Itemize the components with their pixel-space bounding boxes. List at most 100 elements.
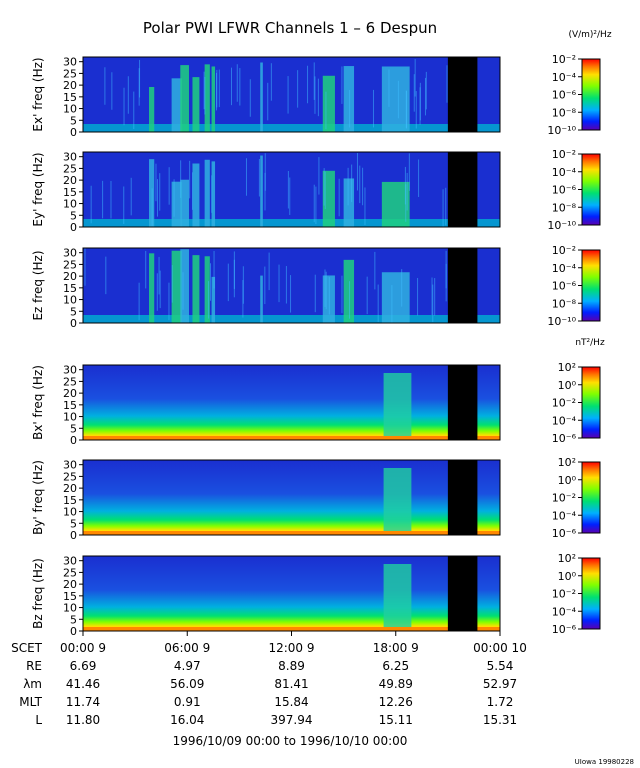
spike [338, 178, 340, 217]
colorbar [581, 58, 601, 131]
emission-burst [343, 178, 355, 227]
y-tick-label: 0 [70, 317, 77, 330]
y-tick-label: 25 [63, 566, 77, 579]
emission-burst [383, 564, 412, 627]
spike [203, 71, 205, 110]
low-freq-band [83, 124, 500, 132]
spike [318, 157, 320, 195]
colorbar [581, 153, 601, 226]
y-tick-label: 15 [63, 186, 77, 199]
low-freq-band [83, 531, 500, 535]
emission-burst [180, 179, 189, 227]
y-tick-label: 25 [63, 470, 77, 483]
panel-background [83, 57, 500, 132]
y-tick-label: 10 [63, 411, 77, 424]
data-gap [447, 248, 478, 323]
spike [442, 189, 444, 227]
spike [264, 266, 266, 305]
magnetic-units: nT²/Hz [575, 338, 605, 348]
colorbar [581, 461, 601, 534]
y-tick-label: 10 [63, 198, 77, 211]
colorbar-label: 10⁻¹⁰ [547, 124, 576, 137]
spike [364, 187, 366, 225]
low-freq-band [83, 436, 500, 440]
y-tick-label: 10 [63, 602, 77, 615]
y-tick-label: 25 [63, 375, 77, 388]
figure-title: Polar PWI LFWR Channels 1 – 6 Despun [143, 19, 437, 37]
spike [264, 153, 266, 191]
spike [102, 180, 104, 219]
y-tick-label: 30 [63, 364, 77, 377]
ephemeris-label: MLT [19, 695, 42, 709]
ephemeris-table: SCET 00:00 9 06:00 9 12:00 9 18:00 9 00:00 10… [11, 641, 527, 727]
y-axis-label: By' freq (Hz) [31, 460, 45, 535]
spike [317, 78, 319, 117]
emission-burst [171, 78, 183, 132]
spike [359, 165, 361, 204]
colorbar-label: 10⁻⁴ [552, 262, 577, 275]
spike [158, 256, 160, 295]
spike [215, 72, 217, 111]
ephemeris-value: 15.31 [483, 713, 517, 727]
ephemeris-label: λm [23, 677, 42, 691]
spike [110, 180, 112, 219]
colorbar-label: 10⁻⁶ [552, 89, 577, 102]
y-tick-label: 25 [63, 258, 77, 271]
spike [405, 91, 407, 129]
colorbar-label: 10² [558, 552, 576, 565]
spike [328, 277, 330, 315]
colorbar [581, 557, 601, 630]
spike [446, 65, 448, 103]
spike [245, 158, 247, 196]
ephemeris-value: 49.89 [379, 677, 413, 691]
ephemeris-label: L [35, 713, 42, 727]
ephemeris-value: 11.74 [66, 695, 100, 709]
colorbar-label: 10⁻⁴ [552, 166, 577, 179]
emission-burst [171, 250, 183, 323]
emission-burst [204, 256, 210, 323]
colorbar-label: 10² [558, 361, 576, 374]
spike [324, 269, 326, 307]
y-tick-label: 30 [63, 151, 77, 164]
low-freq-band [83, 627, 500, 631]
panel-frame [82, 364, 501, 441]
ephemeris-value: 6.25 [382, 659, 409, 673]
ephemeris-value: 56.09 [170, 677, 204, 691]
spike [211, 175, 213, 213]
y-tick-label: 15 [63, 494, 77, 507]
spike [236, 64, 238, 102]
y-tick-label: 15 [63, 590, 77, 603]
y-tick-label: 5 [70, 114, 77, 127]
data-gap [447, 460, 478, 535]
emission-burst [211, 276, 216, 323]
spike [424, 77, 426, 116]
spike [356, 152, 358, 191]
spike [123, 186, 125, 224]
panel-background [83, 556, 500, 631]
colorbar [581, 366, 601, 439]
colorbar-label: 10⁻⁴ [552, 509, 577, 522]
y-tick-label: 0 [70, 434, 77, 447]
spike [159, 173, 161, 211]
y-axis-label: Ex' freq (Hz) [31, 57, 45, 131]
data-gap [447, 152, 478, 227]
ephemeris-value: 18:00 9 [373, 641, 419, 655]
colorbar-label: 10⁻⁶ [552, 623, 577, 636]
spike [297, 70, 299, 108]
ephemeris-value: 6.69 [70, 659, 97, 673]
ephemeris-value: 15.84 [274, 695, 308, 709]
y-tick-label: 30 [63, 459, 77, 472]
spike [313, 62, 315, 100]
spike [84, 248, 86, 286]
spike [227, 263, 229, 302]
ephemeris-value: 15.11 [379, 713, 413, 727]
spike [414, 59, 416, 97]
spike [156, 179, 158, 217]
ephemeris-value: 397.94 [271, 713, 313, 727]
y-tick-label: 20 [63, 270, 77, 283]
emission-burst [381, 272, 410, 323]
